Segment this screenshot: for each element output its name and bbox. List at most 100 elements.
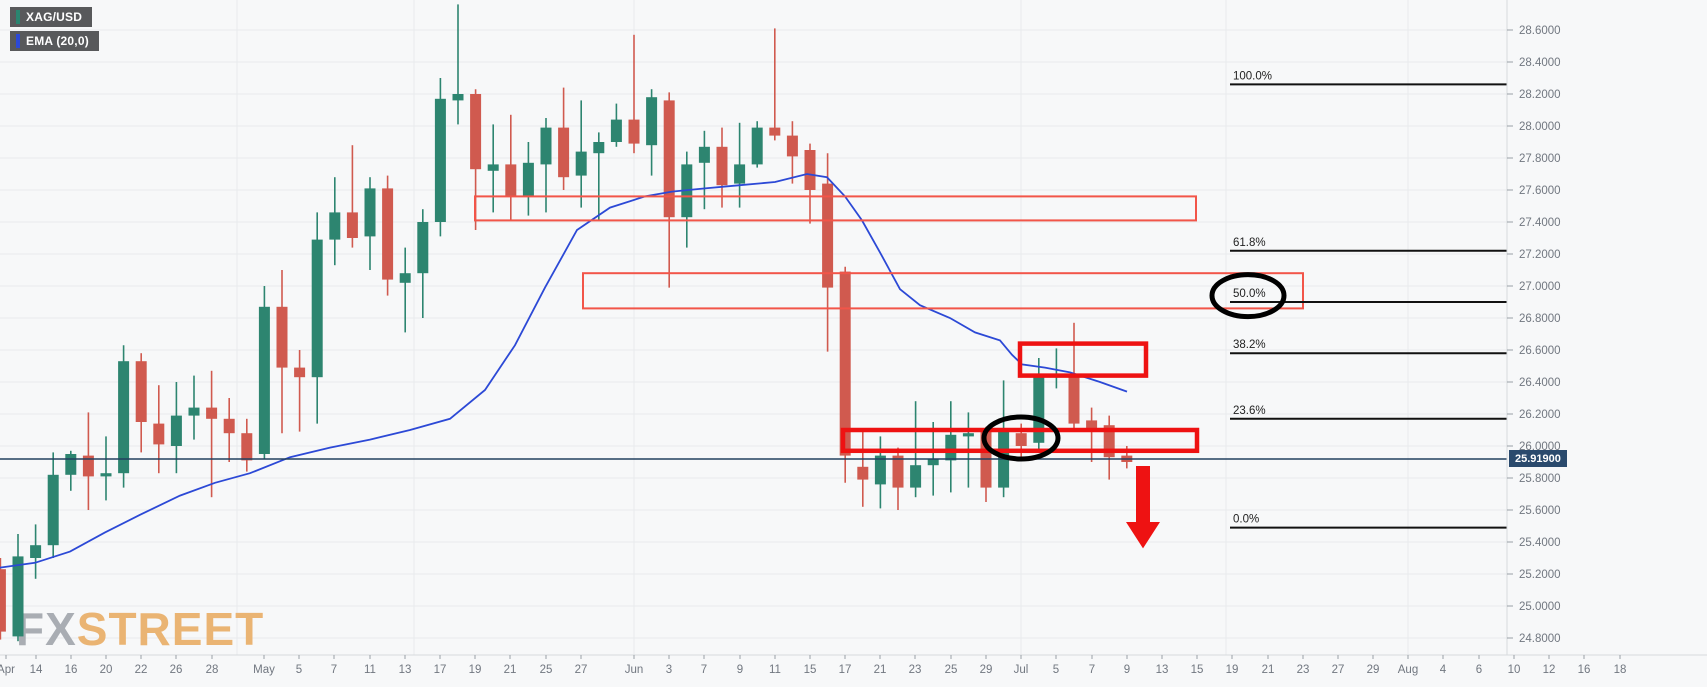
candle-body [786, 135, 798, 157]
bearish-arrow-icon [1126, 466, 1160, 549]
ema-line [0, 173, 1128, 569]
candle-body [188, 407, 200, 416]
highlight-ellipse [1209, 272, 1287, 320]
candle-body [311, 239, 323, 378]
candle-body [751, 127, 763, 165]
time-axis-label: 23 [1297, 664, 1310, 676]
fxstreet-watermark: FXSTREET [16, 603, 264, 655]
price-axis-label: 28.0000 [1519, 121, 1561, 133]
time-axis-label: 26 [170, 664, 183, 676]
fib-label: 23.6% [1233, 405, 1266, 417]
time-axis-label: 18 [1614, 664, 1627, 676]
candle-body [30, 545, 42, 558]
candle-body [12, 556, 24, 637]
time-axis-label: 29 [980, 664, 993, 676]
time-axis-label: 6 [1476, 664, 1482, 676]
price-axis-label: 26.6000 [1519, 345, 1561, 357]
candle-body [82, 455, 94, 477]
candle-body [540, 127, 552, 165]
time-axis-label: 28 [206, 664, 219, 676]
price-zone-rectangle [582, 272, 1304, 310]
x-axis-labels: Apr 14 16 20 22 26 28 May 5 7 11 13 17 19 21 25 27 Jun 3 7 9… [0, 655, 1626, 676]
time-axis-label: 25 [540, 664, 553, 676]
candle-body [892, 455, 904, 488]
time-axis-label: 9 [1124, 664, 1130, 676]
time-axis-label: 7 [701, 664, 707, 676]
candle-body [1086, 420, 1098, 432]
time-axis-label: 13 [399, 664, 412, 676]
candle-body [716, 146, 728, 186]
candle-body [910, 465, 922, 488]
price-axis-label: 26.4000 [1519, 377, 1561, 389]
candle-body [734, 164, 746, 184]
time-axis-label: 20 [100, 664, 113, 676]
candle-body [135, 361, 147, 422]
candle-body [646, 97, 658, 146]
indicator-badge[interactable]: EMA (20,0) [10, 31, 99, 51]
time-axis-label: 15 [1191, 664, 1204, 676]
candle-body [417, 222, 429, 274]
time-axis-label: 17 [434, 664, 447, 676]
axis-borders [0, 0, 1707, 656]
candle-body [822, 183, 834, 288]
time-axis-label: 16 [1578, 664, 1591, 676]
candle-body [1015, 433, 1027, 446]
time-axis-label: 17 [839, 664, 852, 676]
candle-body [1103, 425, 1115, 458]
price-axis-label: 27.6000 [1519, 185, 1561, 197]
candle-body [0, 569, 6, 632]
candle-body [522, 162, 534, 197]
candle-body [258, 306, 270, 454]
symbol-badge[interactable]: XAG/USD [10, 7, 93, 27]
candle-body [206, 407, 218, 419]
price-axis-label: 24.8000 [1519, 633, 1561, 645]
time-axis-label: Aug [1398, 664, 1418, 676]
candle-body [223, 418, 235, 434]
candle-body [118, 361, 130, 474]
price-axis-label: 25.0000 [1519, 601, 1561, 613]
price-axis-label: 28.6000 [1519, 25, 1561, 37]
candle-body [294, 367, 306, 378]
symbol-label: XAG/USD [26, 10, 83, 24]
time-axis-label: Jul [1014, 664, 1029, 676]
price-axis-label: 28.2000 [1519, 89, 1561, 101]
candle-body [47, 474, 59, 546]
candle-body [698, 146, 710, 163]
time-axis-label: 7 [331, 664, 337, 676]
time-axis-label: 19 [469, 664, 482, 676]
candle-body [927, 458, 939, 466]
candle-body [364, 188, 376, 237]
time-axis-label: 10 [1508, 664, 1521, 676]
current-price-badge: 25.91900 [1509, 449, 1567, 467]
fib-label: 61.8% [1233, 237, 1266, 249]
price-axis-label: 27.8000 [1519, 153, 1561, 165]
price-axis-label: 25.4000 [1519, 537, 1561, 549]
candle-body [382, 188, 394, 280]
time-axis-label: 16 [65, 664, 78, 676]
time-axis-label: 14 [30, 664, 43, 676]
fib-label: 38.2% [1233, 339, 1266, 351]
candle-body [558, 127, 570, 178]
price-axis-label: 25.6000 [1519, 505, 1561, 517]
time-axis-label: 19 [1226, 664, 1239, 676]
price-axis-label: 25.8000 [1519, 473, 1561, 485]
candle-body [945, 434, 957, 461]
price-axis-label: 27.0000 [1519, 281, 1561, 293]
price-axis-label: 27.2000 [1519, 249, 1561, 261]
watermark: FXSTREET [16, 603, 264, 655]
supply-demand-zones [474, 195, 1304, 454]
price-axis-label: 26.8000 [1519, 313, 1561, 325]
time-axis-label: 5 [296, 664, 302, 676]
candle-body [962, 433, 974, 437]
time-axis-label: Apr [0, 664, 15, 676]
price-axis-label: 26.2000 [1519, 409, 1561, 421]
highlight-ellipses [981, 272, 1287, 462]
time-axis-label: 12 [1543, 664, 1556, 676]
time-axis-label: 21 [874, 664, 887, 676]
time-axis-label: 27 [575, 664, 588, 676]
time-axis-label: 25 [945, 664, 958, 676]
candle-body [100, 473, 112, 477]
price-axis-label: 27.4000 [1519, 217, 1561, 229]
